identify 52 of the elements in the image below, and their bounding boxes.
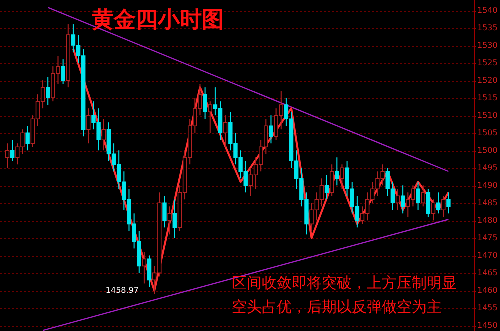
y-tick-label: 1455 <box>478 304 498 313</box>
candlestick <box>335 157 340 186</box>
y-tick-label: 1540 <box>478 6 498 16</box>
y-tick-label: 1515 <box>478 94 498 103</box>
y-tick-label: 1495 <box>478 164 498 173</box>
candlestick <box>61 59 66 85</box>
candlestick <box>142 252 147 284</box>
candlestick <box>168 206 172 236</box>
y-tick-label: 1505 <box>478 128 498 138</box>
annotation: 空头占优，后期以反弹做空为主 <box>232 298 442 316</box>
candlestick <box>208 101 212 134</box>
y-tick-label: 1510 <box>478 111 498 120</box>
y-tick-label: 1475 <box>478 234 498 243</box>
chart-title: 黄金四小时图 <box>91 7 224 33</box>
candlestick <box>330 164 334 197</box>
candlestick <box>147 255 152 288</box>
y-tick-label: 1525 <box>478 58 498 68</box>
y-tick-label: 1480 <box>478 216 498 226</box>
candlestick <box>269 115 274 144</box>
annotation: 区间收敛即将突破，上方压制明显 <box>232 274 457 292</box>
candlestick <box>436 192 441 214</box>
candlestick <box>416 182 420 211</box>
y-tick-label: 1470 <box>478 251 498 260</box>
y-tick-label: 1535 <box>478 24 498 33</box>
y-tick-label: 1460 <box>478 286 498 296</box>
candlestick <box>340 164 344 190</box>
candlestick <box>203 87 208 120</box>
candlestick <box>426 188 431 218</box>
candlestick <box>446 192 451 214</box>
candlestick <box>223 115 228 148</box>
candlestick <box>86 108 91 144</box>
y-tick-label: 1485 <box>478 198 498 208</box>
candlestick <box>442 196 446 218</box>
y-tick-label: 1520 <box>478 76 498 86</box>
candlestick <box>5 143 10 169</box>
candlestick <box>324 174 330 200</box>
y-tick-label: 1450 <box>478 321 498 330</box>
candlestick <box>10 140 15 162</box>
y-tick-label: 1465 <box>478 268 498 278</box>
candlestick <box>102 118 106 152</box>
annotation: 1458.97 <box>106 286 139 295</box>
candlestick <box>400 185 406 214</box>
candlestick <box>421 185 426 208</box>
candlestick <box>26 126 30 152</box>
y-tick-label: 1530 <box>478 41 498 50</box>
y-tick-label: 1500 <box>478 146 498 156</box>
candlestick <box>431 199 436 222</box>
candlestick <box>162 196 167 228</box>
candlestick <box>46 76 50 106</box>
y-tick-label: 1490 <box>478 181 498 190</box>
candlestick <box>172 199 177 239</box>
candlestick <box>396 188 400 211</box>
